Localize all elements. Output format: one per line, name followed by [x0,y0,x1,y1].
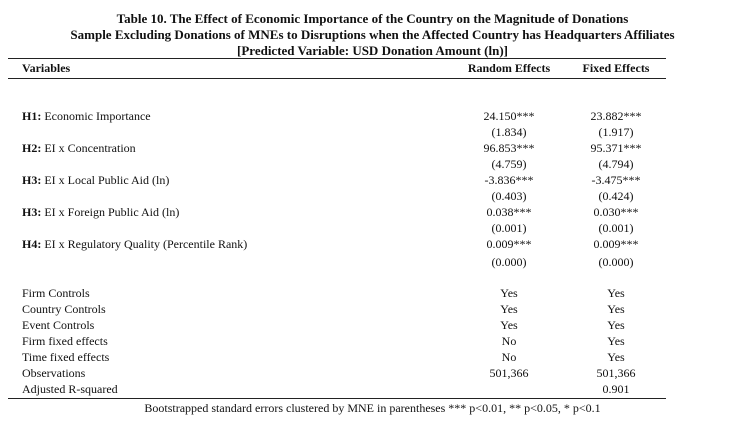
row-event-controls-label: Event Controls [22,318,95,332]
header-fixed-effects: Fixed Effects [582,61,650,75]
row-firm-fe-fe: Yes [607,334,625,348]
bottom-rule [8,398,666,399]
row-h3-foreign-re: 0.038*** [486,205,532,219]
table-title-line-1: Table 10. The Effect of Economic Importa… [116,11,629,26]
row-h2-fe-se: (4.794) [598,157,634,171]
header-rule [8,78,666,79]
row-observations-re: 501,366 [489,366,529,380]
row-h4-label: H4: EI x Regulatory Quality (Percentile … [22,237,248,251]
row-h4-re-se: (0.000) [491,255,527,269]
row-firm-controls-re: Yes [500,286,518,300]
header-variables: Variables [22,61,71,75]
table-note: Bootstrapped standard errors clustered b… [144,401,601,415]
row-h2-fe: 95.371*** [590,141,642,155]
row-h1-fe-se: (1.917) [598,125,634,139]
row-time-fe-fe: Yes [607,350,625,364]
row-firm-controls-fe: Yes [607,286,625,300]
row-h3-local-re: -3.836*** [484,173,534,187]
row-adj-r2-fe: 0.901 [602,382,630,396]
row-h1-re-se: (1.834) [491,125,527,139]
row-event-controls-re: Yes [500,318,518,332]
row-h2-re-se: (4.759) [491,157,527,171]
row-h4-fe-se: (0.000) [598,255,634,269]
table-title-line-3: [Predicted Variable: USD Donation Amount… [237,43,508,58]
row-h4-fe: 0.009*** [593,237,639,251]
row-h4-re: 0.009*** [486,237,532,251]
row-h3-foreign-fe-se: (0.001) [598,221,634,235]
table-title-line-2: Sample Excluding Donations of MNEs to Di… [70,27,675,42]
row-country-controls-re: Yes [500,302,518,316]
row-h3-foreign-fe: 0.030*** [593,205,639,219]
row-adj-r2-label: Adjusted R-squared [22,382,118,396]
row-observations-fe: 501,366 [596,366,636,380]
row-h1-fe: 23.882*** [590,109,642,123]
row-country-controls-fe: Yes [607,302,625,316]
row-time-fe-label: Time fixed effects [22,350,110,364]
row-firm-controls-label: Firm Controls [22,286,90,300]
row-country-controls-label: Country Controls [22,302,106,316]
row-h1-re: 24.150*** [483,109,535,123]
row-h1-label: H1: Economic Importance [22,109,151,123]
row-h3-foreign-re-se: (0.001) [491,221,527,235]
row-observations-label: Observations [22,366,86,380]
row-h3-local-fe-se: (0.424) [598,189,634,203]
row-h3-foreign-label: H3: EI x Foreign Public Aid (ln) [22,205,180,219]
row-h3-local-label: H3: EI x Local Public Aid (ln) [22,173,170,187]
row-h2-label: H2: EI x Concentration [22,141,136,155]
row-h3-local-fe: -3.475*** [591,173,641,187]
top-rule [8,58,666,59]
header-random-effects: Random Effects [467,61,551,75]
row-time-fe-re: No [501,350,517,364]
row-h3-local-re-se: (0.403) [491,189,527,203]
row-event-controls-fe: Yes [607,318,625,332]
row-firm-fe-re: No [501,334,517,348]
row-firm-fe-label: Firm fixed effects [22,334,108,348]
row-h2-re: 96.853*** [483,141,535,155]
